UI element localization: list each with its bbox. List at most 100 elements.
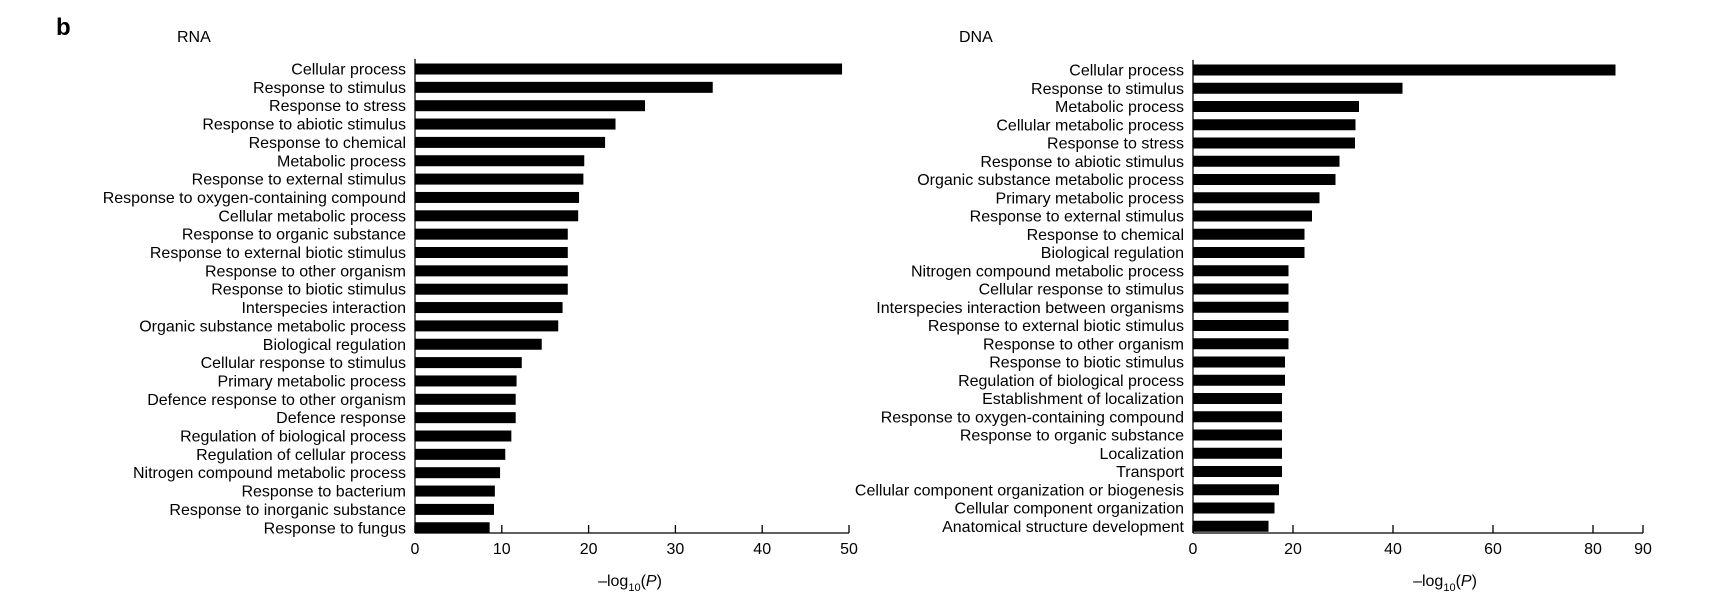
dna-x-tick-label: 20 [1284, 541, 1302, 558]
rna-bar [415, 63, 843, 75]
dna-bar [1193, 119, 1356, 131]
x-label-prefix: –log [1413, 573, 1443, 590]
dna-category-label: Response to stimulus [1031, 81, 1184, 98]
rna-title: RNA [177, 29, 211, 46]
dna-bar [1193, 192, 1320, 204]
rna-bar [415, 283, 568, 295]
rna-bar [415, 155, 585, 167]
dna-category-label: Cellular component organization or bioge… [855, 482, 1184, 499]
dna-bar [1193, 338, 1289, 350]
rna-category-label: Cellular metabolic process [218, 208, 406, 225]
rna-bar [415, 191, 580, 203]
rna-category-label: Cellular response to stimulus [201, 355, 406, 372]
rna-category-label: Response to fungus [264, 520, 406, 537]
dna-bar [1193, 484, 1279, 496]
x-label-prefix: –log [598, 573, 628, 590]
rna-bar [415, 393, 516, 405]
x-label-paren-open: ( [641, 573, 647, 590]
rna-bar [415, 118, 616, 130]
dna-x-tick-label: 90 [1634, 541, 1652, 558]
dna-bar [1193, 64, 1616, 76]
dna-bar [1193, 101, 1359, 112]
panel-label: b [56, 14, 71, 41]
dna-category-label: Response to oxygen-containing compound [881, 409, 1184, 426]
dna-bar [1193, 447, 1282, 459]
rna-category-label: Response to other organism [205, 263, 406, 280]
dna-category-label: Response to external stimulus [970, 209, 1184, 226]
rna-category-label: Interspecies interaction [241, 300, 406, 317]
rna-x-axis-label: –log10(P) [598, 573, 662, 594]
dna-category-label: Response to other organism [983, 336, 1184, 353]
x-label-paren-close: ) [657, 573, 662, 590]
x-label-subscript: 10 [628, 582, 640, 594]
rna-category-label: Response to bacterium [241, 484, 406, 501]
rna-category-label: Response to abiotic stimulus [202, 117, 406, 134]
dna-bar [1193, 356, 1285, 368]
rna-category-label: Primary metabolic process [218, 373, 407, 390]
rna-category-label: Metabolic process [277, 153, 406, 170]
rna-bar [415, 467, 501, 479]
dna-category-label: Cellular response to stimulus [979, 282, 1184, 299]
dna-category-label: Transport [1116, 464, 1184, 481]
dna-x-tick-label: 80 [1584, 541, 1602, 558]
dna-category-label: Nitrogen compound metabolic process [911, 263, 1184, 280]
dna-bar [1193, 320, 1289, 331]
rna-x-tick-label: 50 [840, 541, 858, 558]
dna-bar [1193, 301, 1289, 313]
dna-category-label: Response to abiotic stimulus [980, 154, 1184, 171]
rna-bar [415, 247, 568, 258]
rna-bar [415, 448, 506, 460]
rna-bar [415, 228, 568, 240]
rna-category-label: Response to biotic stimulus [211, 282, 406, 299]
rna-bar [415, 375, 517, 387]
dna-bar [1193, 429, 1282, 441]
dna-category-label: Response to stress [1047, 136, 1184, 153]
dna-category-label: Localization [1100, 446, 1185, 463]
dna-bar [1193, 411, 1282, 423]
rna-category-label: Response to chemical [249, 135, 406, 152]
dna-bar [1193, 374, 1285, 386]
rna-bar [415, 136, 606, 148]
rna-bar [415, 485, 495, 497]
rna-bar [415, 81, 713, 93]
dna-category-label: Response to chemical [1027, 227, 1184, 244]
dna-bar [1193, 247, 1305, 258]
rna-x-tick-label: 20 [580, 541, 598, 558]
dna-title: DNA [959, 29, 993, 46]
dna-x-axis-label: –log10(P) [1413, 573, 1477, 594]
dna-x-tick-label: 40 [1384, 541, 1402, 558]
dna-category-label: Biological regulation [1041, 245, 1184, 262]
rna-category-label: Response to inorganic substance [169, 502, 406, 519]
dna-bar [1193, 228, 1305, 240]
rna-x-tick-label: 10 [493, 541, 511, 558]
rna-bar [415, 265, 568, 277]
rna-bar [415, 338, 542, 350]
dna-category-label: Establishment of localization [982, 391, 1184, 408]
rna-x-tick-label: 30 [667, 541, 685, 558]
rna-bar [415, 412, 516, 424]
dna-category-label: Response to biotic stimulus [989, 355, 1184, 372]
dna-category-label: Organic substance metabolic process [917, 172, 1184, 189]
dna-bar [1193, 283, 1289, 295]
rna-category-label: Biological regulation [263, 337, 406, 354]
rna-category-label: Response to external stimulus [192, 172, 406, 189]
dna-bar [1193, 155, 1340, 167]
rna-category-label: Response to organic substance [182, 227, 406, 244]
x-label-paren-close: ) [1472, 573, 1477, 590]
rna-bar [415, 100, 646, 112]
dna-x-tick-label: 0 [1189, 541, 1198, 558]
rna-bar [415, 357, 522, 369]
rna-category-label: Regulation of biological process [180, 429, 406, 446]
dna-category-label: Primary metabolic process [996, 190, 1185, 207]
x-label-variable: P [1461, 573, 1472, 590]
rna-category-label: Regulation of cellular process [196, 447, 406, 464]
rna-bar [415, 503, 494, 515]
dna-category-label: Regulation of biological process [958, 373, 1184, 390]
dna-category-label: Response to organic substance [960, 428, 1184, 445]
rna-category-label: Response to stimulus [253, 80, 406, 97]
rna-x-tick-label: 40 [753, 541, 771, 558]
rna-category-label: Cellular process [291, 62, 406, 79]
dna-category-label: Interspecies interaction between organis… [876, 300, 1184, 317]
